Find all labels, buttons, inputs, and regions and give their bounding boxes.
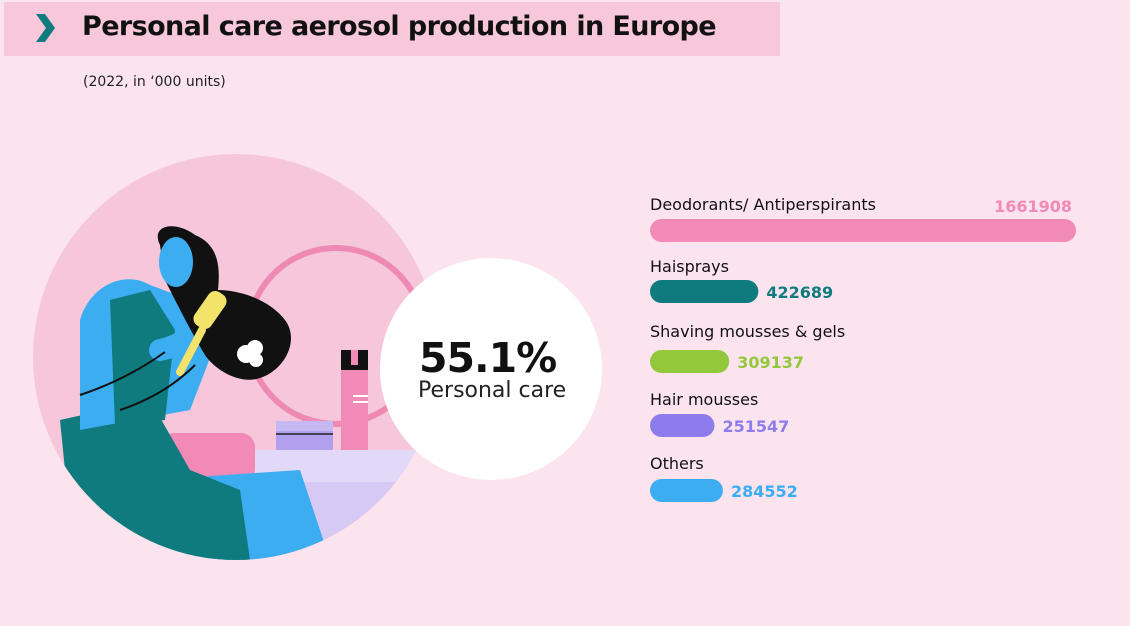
bar-label: Others xyxy=(650,454,704,473)
chevron-right-icon xyxy=(36,14,55,42)
bar-label: Hair mousses xyxy=(650,390,758,409)
percentage-value: 55.1% xyxy=(419,334,557,382)
woman-grooming-illustration xyxy=(33,154,439,560)
percentage-circle xyxy=(380,258,602,480)
bar-value-label: 309137 xyxy=(737,353,804,372)
page-subtitle: (2022, in ‘000 units) xyxy=(83,74,226,90)
bar-value-label: 422689 xyxy=(766,283,833,302)
bar-value-label: 251547 xyxy=(722,417,789,436)
bar-label: Shaving mousses & gels xyxy=(650,322,845,341)
bar-value-label: 1661908 xyxy=(994,197,1072,216)
bar xyxy=(650,479,723,502)
bar xyxy=(650,350,730,373)
page-title: Personal care aerosol production in Euro… xyxy=(82,11,717,42)
percentage-label: Personal care xyxy=(418,378,567,403)
bar xyxy=(650,280,759,303)
bar xyxy=(650,414,715,437)
title-band xyxy=(4,2,780,56)
bar xyxy=(650,219,1076,242)
bar-value-label: 284552 xyxy=(731,482,798,501)
bar-label: Haisprays xyxy=(650,257,729,276)
bar-label: Deodorants/ Antiperspirants xyxy=(650,195,876,214)
